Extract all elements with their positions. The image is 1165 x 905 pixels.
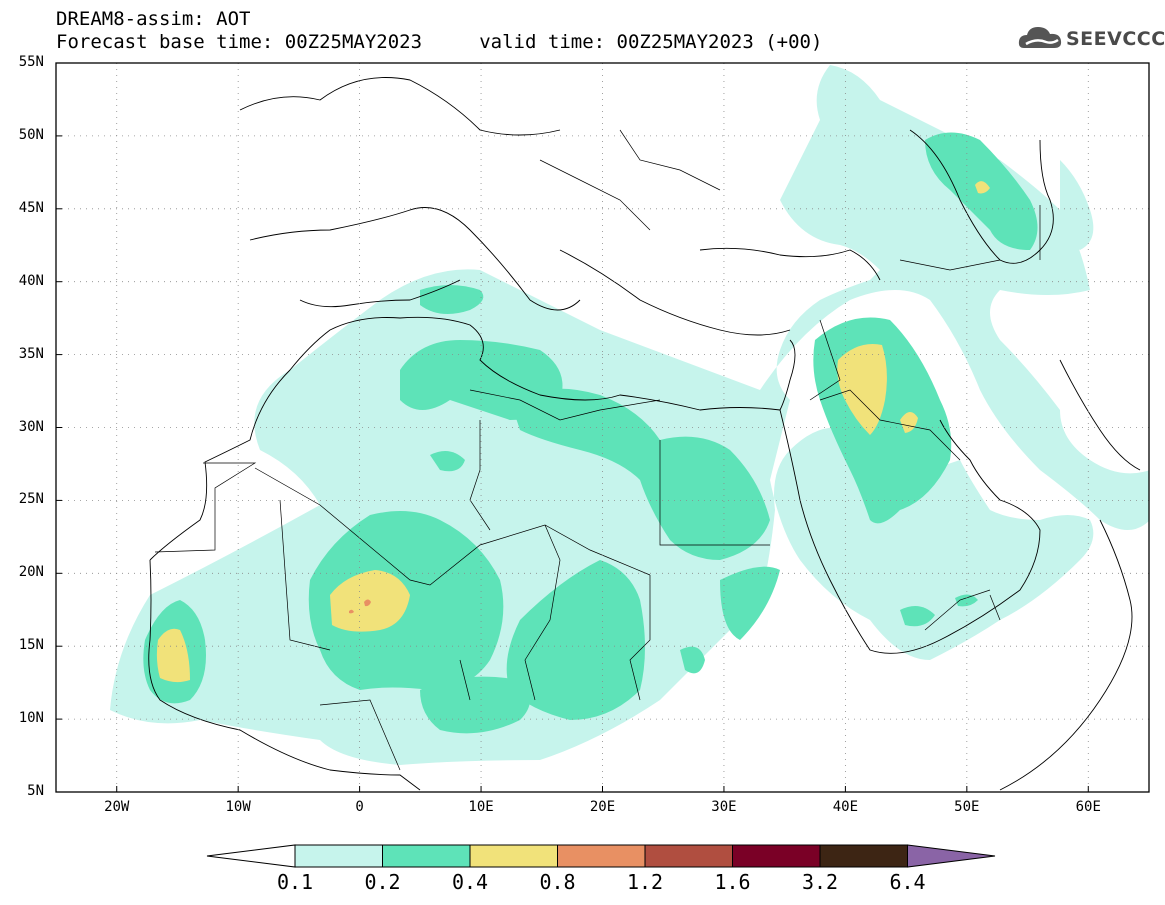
colorbar-label: 6.4 xyxy=(889,870,926,894)
lon-label-20W: 20W xyxy=(104,799,130,815)
colorbar-label: 0.2 xyxy=(364,870,401,894)
lon-label-50E: 50E xyxy=(954,799,980,815)
lon-label-0: 0 xyxy=(355,799,364,815)
seevccc-logo: SEEVCCC xyxy=(1016,22,1165,56)
colorbar-bin xyxy=(644,844,733,868)
colorbar-label: 1.2 xyxy=(626,870,664,894)
logo-text: SEEVCCC xyxy=(1066,28,1165,50)
axis-ticks xyxy=(56,62,1089,793)
lat-label-30N: 30N xyxy=(18,418,44,435)
lat-label-45N: 45N xyxy=(18,199,44,216)
colorbar-label: 0.1 xyxy=(276,870,314,894)
cloud-icon xyxy=(1018,27,1062,48)
lon-label-10W: 10W xyxy=(225,799,251,815)
colorbar-bin xyxy=(469,844,558,868)
lat-label-10N: 10N xyxy=(18,710,44,727)
lon-label-40E: 40E xyxy=(832,799,859,815)
map-title: DREAM8-assim: AOT xyxy=(56,8,251,30)
lon-label-20E: 20E xyxy=(589,799,616,815)
aot-0.8-region xyxy=(349,599,371,614)
lon-label-60E: 60E xyxy=(1075,799,1101,815)
lat-label-50N: 50N xyxy=(18,126,44,143)
colorbar-label: 3.2 xyxy=(801,870,839,894)
lon-label-10E: 10E xyxy=(468,799,494,815)
colorbar-arrow-high xyxy=(907,844,996,868)
lat-label-15N: 15N xyxy=(18,637,44,654)
lat-label-5N: 5N xyxy=(27,783,44,799)
lat-label-55N: 55N xyxy=(18,54,44,70)
lat-label-40N: 40N xyxy=(18,272,44,289)
colorbar-label: 0.4 xyxy=(451,870,489,894)
colorbar xyxy=(206,844,996,868)
lat-label-25N: 25N xyxy=(18,491,44,508)
lat-label-20N: 20N xyxy=(18,564,44,581)
coastlines xyxy=(148,77,1141,791)
colorbar-bin xyxy=(819,844,908,868)
colorbar-bin xyxy=(732,844,821,868)
colorbar-label: 1.6 xyxy=(714,870,751,894)
colorbar-label: 0.8 xyxy=(539,870,576,894)
gridlines xyxy=(56,63,1149,792)
forecast-time-info: Forecast base time: 00Z25MAY2023 valid t… xyxy=(56,31,823,53)
colorbar-arrow-low xyxy=(206,844,296,868)
colorbar-bin xyxy=(382,844,471,868)
colorbar-bin xyxy=(294,844,383,868)
lon-label-30E: 30E xyxy=(711,799,737,815)
country-borders xyxy=(154,129,1041,771)
lat-label-35N: 35N xyxy=(18,345,44,362)
colorbar-bin xyxy=(557,844,646,868)
